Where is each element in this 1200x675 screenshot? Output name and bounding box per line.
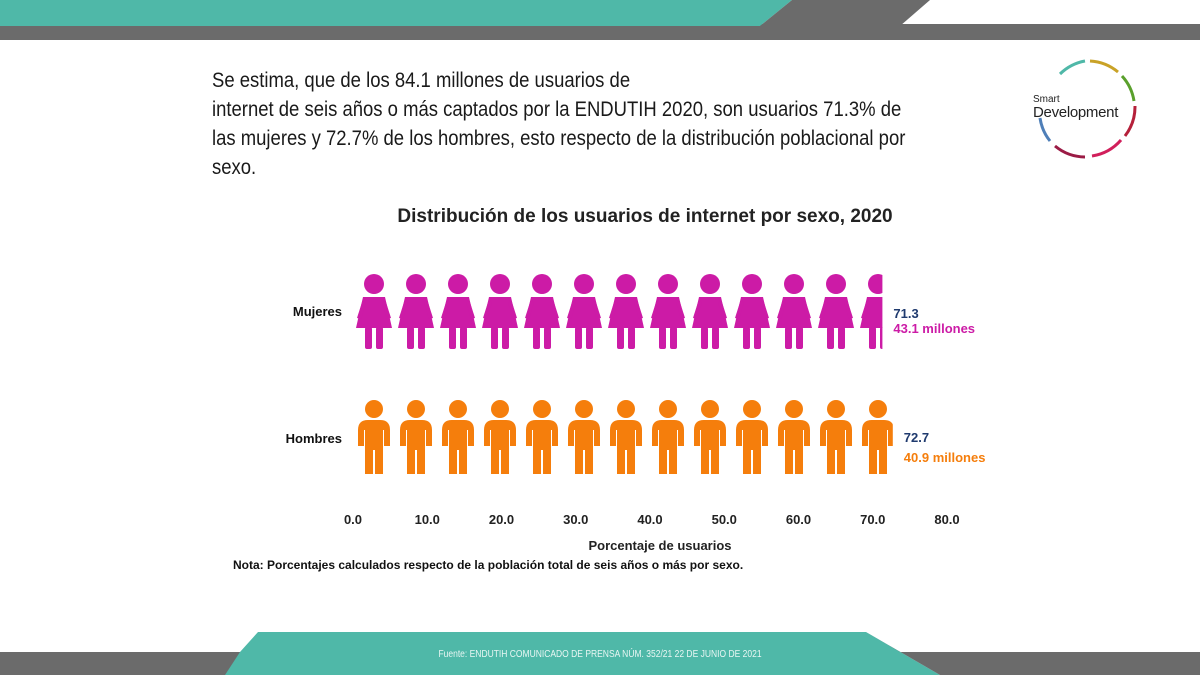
smart-development-logo-icon (1038, 59, 1137, 159)
bar-mujeres (356, 274, 883, 349)
logo-text-development: Development (1033, 104, 1119, 121)
category-label-hombres: Hombres (286, 431, 342, 446)
icon-mujer (440, 274, 476, 349)
icon-hombre (358, 400, 390, 474)
x-tick-label: 60.0 (786, 512, 811, 527)
icon-hombre (484, 400, 516, 474)
x-tick-label: 0.0 (344, 512, 362, 527)
icon-mujer (776, 274, 812, 349)
icon-mujer (566, 274, 602, 349)
icon-hombre (442, 400, 474, 474)
millones-label-hombres: 40.9 millones (904, 450, 986, 465)
icon-mujer (524, 274, 560, 349)
footer-source: Fuente: ENDUTIH COMUNICADO DE PRENSA NÚM… (438, 649, 762, 660)
x-axis-label: Porcentaje de usuarios (588, 538, 731, 553)
intro-line-2: internet de seis años o más captados por… (212, 98, 902, 121)
icon-mujer (398, 274, 434, 349)
icon-hombre (820, 400, 852, 474)
top-gray-band (0, 24, 1200, 40)
chart-note: Nota: Porcentajes calculados respecto de… (233, 558, 743, 572)
icon-hombre (400, 400, 432, 474)
x-tick-label: 80.0 (934, 512, 959, 527)
bar-hombres (358, 400, 893, 474)
value-label-hombres: 72.7 (904, 430, 929, 445)
icon-mujer (608, 274, 644, 349)
bottom-teal-band (0, 632, 1200, 675)
chart-title: Distribución de los usuarios de internet… (397, 206, 892, 227)
x-axis-ticks: 0.0 10.0 20.0 30.0 40.0 50.0 60.0 70.0 80.0 (344, 512, 960, 527)
x-tick-label: 70.0 (860, 512, 885, 527)
icon-mujer (692, 274, 728, 349)
icon-hombre (610, 400, 642, 474)
icon-mujer (734, 274, 770, 349)
icon-hombre (568, 400, 600, 474)
intro-line-1: Se estima, que de los 84.1 millones de u… (212, 69, 631, 92)
x-tick-label: 10.0 (415, 512, 440, 527)
icon-hombre (778, 400, 810, 474)
icon-hombre (526, 400, 558, 474)
usuarios-chart: Distribución de los usuarios de internet… (233, 206, 986, 572)
intro-line-4: sexo. (212, 156, 257, 179)
icon-mujer (482, 274, 518, 349)
intro-line-3: las mujeres y 72.7% de los hombres, esto… (212, 127, 906, 150)
logo-text-smart: Smart (1033, 94, 1060, 105)
x-tick-label: 50.0 (712, 512, 737, 527)
top-teal-band (0, 0, 930, 26)
icon-mujer (818, 274, 854, 349)
x-tick-label: 20.0 (489, 512, 514, 527)
icon-hombre (694, 400, 726, 474)
icon-hombre (862, 400, 893, 474)
icon-mujer (356, 274, 392, 349)
intro-paragraph: Se estima, que de los 84.1 millones de u… (212, 66, 906, 182)
category-label-mujeres: Mujeres (293, 304, 342, 319)
millones-label-mujeres: 43.1 millones (893, 321, 975, 336)
x-tick-label: 30.0 (563, 512, 588, 527)
value-label-mujeres: 71.3 (893, 306, 918, 321)
x-tick-label: 40.0 (637, 512, 662, 527)
icon-hombre (652, 400, 684, 474)
icon-mujer (860, 274, 883, 349)
icon-hombre (736, 400, 768, 474)
icon-mujer (650, 274, 686, 349)
